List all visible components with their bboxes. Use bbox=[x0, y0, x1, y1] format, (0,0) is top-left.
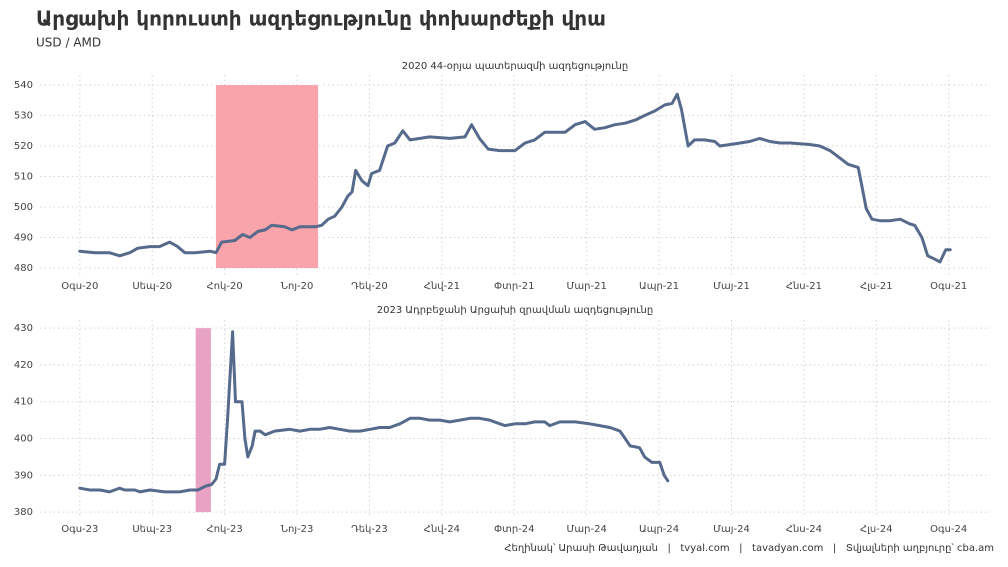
x-tick-label: Հոկ-20 bbox=[207, 281, 243, 292]
x-tick-label: Հլս-24 bbox=[860, 524, 893, 535]
x-tick-label: Հնվ-21 bbox=[424, 281, 460, 292]
line bbox=[78, 92, 952, 264]
x-tick-label: Հնս-24 bbox=[786, 524, 822, 535]
x-tick-label: Մար-24 bbox=[567, 524, 607, 535]
x-tick-label: Օգս-23 bbox=[61, 524, 98, 535]
x-tick-label: Նոյ-20 bbox=[281, 281, 314, 292]
y-tick-label: 520 bbox=[14, 141, 33, 152]
panel-title: 2023 Ադրբեջանի Արցախի զրավման ազդեցությո… bbox=[377, 305, 653, 316]
y-tick-label: 380 bbox=[14, 507, 33, 518]
caption: Հեղինակ՝ Արասի Թավադյան | tvyal.com | ta… bbox=[504, 542, 994, 554]
y-tick-label: 480 bbox=[14, 263, 33, 274]
y-tick-label: 430 bbox=[14, 323, 33, 334]
subtitle: USD / AMD bbox=[36, 36, 101, 50]
x-tick-label: Ապր-21 bbox=[639, 281, 679, 292]
panel-title: 2020 44-օրյա պատերազմի ազդեցությունը bbox=[402, 61, 628, 72]
y-tick-label: 510 bbox=[14, 172, 33, 183]
x-tick-label: Փտր-21 bbox=[494, 281, 535, 292]
x-tick-label: Նոյ-23 bbox=[281, 524, 314, 535]
x-tick-label: Սեպ-23 bbox=[132, 524, 172, 535]
x-tick-label: Հնվ-24 bbox=[424, 524, 460, 535]
y-tick-label: 410 bbox=[14, 397, 33, 408]
y-tick-label: 390 bbox=[14, 470, 33, 481]
y-tick-label: 530 bbox=[14, 111, 33, 122]
x-tick-label: Մար-21 bbox=[567, 281, 607, 292]
x-tick-label: Հնս-21 bbox=[786, 281, 822, 292]
highlight-band bbox=[215, 85, 319, 268]
x-tick-label: Դեկ-23 bbox=[351, 524, 388, 535]
x-tick-label: Մայ-21 bbox=[713, 281, 750, 292]
y-tick-label: 490 bbox=[14, 233, 33, 244]
x-tick-label: Սեպ-20 bbox=[132, 281, 172, 292]
x-tick-label: Հոկ-23 bbox=[207, 524, 243, 535]
x-tick-label: Հլս-21 bbox=[860, 281, 893, 292]
x-tick-label: Մայ-24 bbox=[713, 524, 750, 535]
x-tick-label: Փտր-24 bbox=[494, 524, 535, 535]
x-tick-label: Օգս-24 bbox=[930, 524, 967, 535]
x-tick-label: Դեկ-20 bbox=[351, 281, 388, 292]
x-tick-label: Օգս-20 bbox=[61, 281, 98, 292]
y-tick-label: 540 bbox=[14, 80, 33, 91]
line bbox=[78, 330, 670, 494]
highlight-band bbox=[195, 328, 211, 513]
x-tick-label: Օգս-21 bbox=[930, 281, 967, 292]
y-tick-label: 500 bbox=[14, 202, 33, 213]
y-tick-label: 420 bbox=[14, 360, 33, 371]
x-tick-label: Ապր-24 bbox=[639, 524, 679, 535]
y-tick-label: 400 bbox=[14, 434, 33, 445]
title: Արցախի կորուստի ազդեցությունը փոխարժեքի … bbox=[36, 7, 606, 31]
